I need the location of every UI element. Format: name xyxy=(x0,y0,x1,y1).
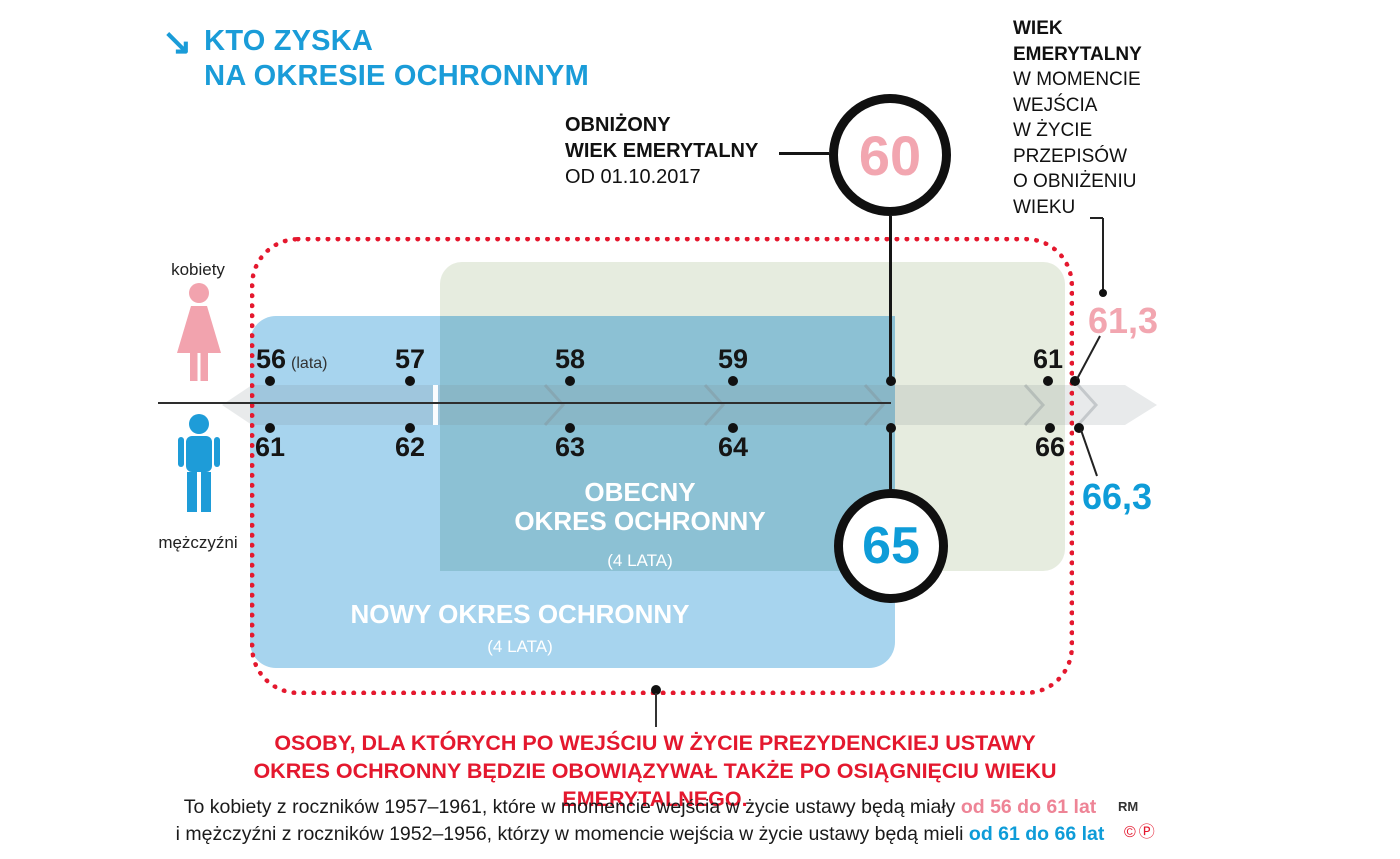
tick-dot xyxy=(1074,423,1084,433)
women-retirement-age-circle: 60 xyxy=(829,94,951,216)
tick-women-61: 61 xyxy=(1032,344,1064,374)
unit-suffix: (lata) xyxy=(291,355,328,372)
footnote-line1-text: To kobiety z roczników 1957–1961, które … xyxy=(183,796,961,818)
men-retirement-age: 65 xyxy=(862,517,920,575)
note-line: O OBNIŻENIU xyxy=(1013,171,1137,192)
tick-women-57: 57 xyxy=(394,344,426,374)
tick-women-58: 58 xyxy=(554,344,586,374)
callout-line2: OKRES OCHRONNY BĘDZIE OBOWIĄZYWAŁ TAKŻE … xyxy=(253,759,1057,811)
title-line2: NA OKRESIE OCHRONNYM xyxy=(204,60,589,92)
highlight-frame xyxy=(250,237,1074,695)
current-protection-label: OBECNY OKRES OCHRONNY (4 LATA) xyxy=(440,478,840,575)
tick-men-63: 63 xyxy=(554,432,586,462)
tick-men-61: 61 xyxy=(254,432,286,462)
note-line: WIEK xyxy=(1013,18,1063,39)
current-duration: (4 LATA) xyxy=(607,551,673,570)
tick-dot xyxy=(405,376,415,386)
footnote-line1: To kobiety z roczników 1957–1961, które … xyxy=(130,794,1150,821)
callout-line1: OSOBY, DLA KTÓRYCH PO WEJŚCIU W ŻYCIE PR… xyxy=(274,731,1036,755)
tick-dot xyxy=(886,423,896,433)
timeline-axis-band xyxy=(222,383,1157,427)
phonogram-icon: Ⓟ xyxy=(1138,824,1158,841)
connector-circle60-to-axis xyxy=(889,216,892,378)
men-retirement-age-circle: 65 xyxy=(834,489,948,603)
note-line: PRZEPISÓW xyxy=(1013,145,1128,167)
footnote-line2: i mężczyźni z roczników 1952–1956, którz… xyxy=(130,821,1150,848)
copyright-icon: © xyxy=(1124,824,1139,841)
tick-men-64: 64 xyxy=(717,432,749,462)
tick-men-62: 62 xyxy=(394,432,426,462)
tick-dot xyxy=(265,423,275,433)
tick-dot xyxy=(565,376,575,386)
tick-dot xyxy=(265,376,275,386)
callout-dot xyxy=(651,685,661,695)
current-line2: OKRES OCHRONNY xyxy=(514,506,766,536)
axis-center-line xyxy=(158,402,891,404)
tick-women-59: 59 xyxy=(717,344,749,374)
lowered-line3: OD 01.10.2017 xyxy=(565,166,701,188)
note-line: EMERYTALNY xyxy=(1013,43,1142,65)
down-right-arrow-icon: ↘ xyxy=(162,21,193,62)
new-protection-label: NOWY OKRES OCHRONNY (4 LATA) xyxy=(340,599,700,657)
note-line: W ŻYCIE xyxy=(1013,120,1093,141)
tick-dot xyxy=(728,423,738,433)
tick-dot xyxy=(405,423,415,433)
women-retirement-age: 60 xyxy=(858,123,922,187)
men-entry-age: 66,3 xyxy=(1082,476,1153,517)
male-icon xyxy=(178,414,220,512)
lowered-line1: OBNIŻONY xyxy=(565,114,671,136)
tick-dot xyxy=(1043,376,1053,386)
new-line: NOWY OKRES OCHRONNY xyxy=(350,599,690,629)
footnote-line1-highlight: od 56 do 61 lat xyxy=(960,796,1097,818)
connector-frame-to-callout xyxy=(655,693,657,727)
author-initials: RM xyxy=(1118,799,1139,814)
note-line: W MOMENCIE xyxy=(1013,69,1141,90)
entry-age-note: WIEK EMERYTALNY W MOMENCIE WEJŚCIA W ŻYC… xyxy=(1013,16,1188,220)
lowered-line2: WIEK EMERYTALNY xyxy=(565,140,759,162)
connector-lowered-to-circle xyxy=(779,152,829,155)
women-entry-age: 61,3 xyxy=(1088,300,1159,341)
connector-circle65-to-axis xyxy=(889,431,892,489)
note-line: WIEKU xyxy=(1013,196,1076,218)
footnote-line2-highlight: od 61 do 66 lat xyxy=(968,823,1105,845)
tick-dot xyxy=(1045,423,1055,433)
new-duration: (4 LATA) xyxy=(487,637,553,656)
tick-dot xyxy=(728,376,738,386)
tick-dot xyxy=(565,423,575,433)
female-icon xyxy=(177,283,221,381)
red-callout: OSOBY, DLA KTÓRYCH PO WEJŚCIU W ŻYCIE PR… xyxy=(180,729,1130,813)
tick-value: 56 xyxy=(256,344,287,374)
footnote: To kobiety z roczników 1957–1961, które … xyxy=(130,794,1150,848)
women-group-label: kobiety xyxy=(171,260,225,279)
tick-dot xyxy=(1070,376,1080,386)
title-line1: KTO ZYSKA xyxy=(204,25,374,57)
lowered-age-label: OBNIŻONY WIEK EMERYTALNY OD 01.10.2017 xyxy=(565,112,758,190)
tick-dot xyxy=(886,376,896,386)
page-title: ↘ KTO ZYSKA NA OKRESIE OCHRONNYM xyxy=(162,24,589,94)
tick-men-66: 66 xyxy=(1034,432,1066,462)
current-line1: OBECNY xyxy=(584,477,696,507)
note-line: WEJŚCIA xyxy=(1013,94,1098,116)
footnote-line2-text: i mężczyźni z roczników 1952–1956, którz… xyxy=(175,823,969,845)
current-protection-zone xyxy=(440,316,895,571)
tick-women-56: 56 (lata) xyxy=(256,344,328,375)
men-group-label: mężczyźni xyxy=(158,533,238,552)
copyright-marks: ©Ⓟ xyxy=(1124,818,1158,842)
